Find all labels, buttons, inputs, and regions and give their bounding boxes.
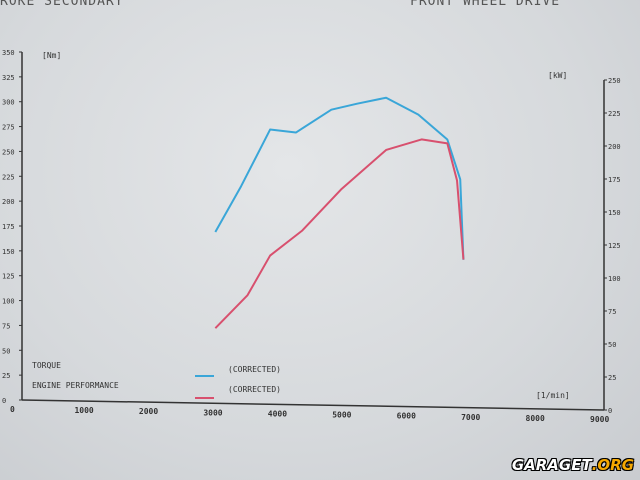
header-left: ROKE SECONDARY: [0, 0, 124, 9]
y-left-tick-label: 75: [2, 322, 10, 330]
x-tick-label: 8000: [526, 414, 545, 423]
x-tick-label: 5000: [332, 411, 351, 420]
y-left-tick-label: 175: [2, 223, 15, 231]
y-left-tick-label: 0: [2, 397, 6, 405]
legend-torque-label: TORQUE: [32, 361, 61, 370]
x-tick-label: 4000: [268, 409, 287, 418]
y-left-tick-label: 100: [2, 298, 15, 306]
y-right-tick-label: 25: [608, 374, 616, 382]
y-right-tick-label: 75: [608, 308, 616, 316]
y-left-tick-label: 275: [2, 124, 15, 132]
x-tick-label: 2000: [139, 407, 158, 416]
watermark-logo: GARAGET.ORG: [511, 456, 634, 474]
y-right-tick-label: 125: [608, 242, 621, 250]
y-left-tick-label: 250: [2, 148, 15, 156]
y-right-tick-label: 100: [608, 275, 621, 283]
y-right-label: [kW]: [548, 71, 567, 80]
y-left-tick-label: 200: [2, 198, 15, 206]
y-right-tick-label: 175: [608, 176, 621, 184]
y-left-tick-label: 50: [2, 347, 10, 355]
y-right-tick-label: 50: [608, 341, 616, 349]
legend-power-label: ENGINE PERFORMANCE: [32, 381, 119, 390]
y-left-tick-label: 325: [2, 74, 15, 82]
x-tick-label: 7000: [461, 413, 480, 422]
x-tick-label: 1000: [74, 406, 93, 415]
y-left-tick-label: 150: [2, 248, 15, 256]
x-tick-label: 9000: [590, 415, 609, 424]
y-right-tick-label: 250: [608, 77, 621, 85]
y-left-tick-label: 300: [2, 99, 15, 107]
x-tick-label: 3000: [203, 408, 222, 417]
x-axis: [21, 399, 605, 411]
y-left-label: [Nm]: [42, 51, 61, 60]
y-left-tick-label: 350: [2, 49, 15, 57]
x-label: [1/min]: [536, 391, 570, 400]
y-right-tick-label: 225: [608, 110, 621, 118]
y-left-tick-label: 125: [2, 273, 15, 281]
legend-torque-corrected: (CORRECTED): [228, 365, 281, 374]
x-tick-label: 0: [10, 405, 15, 414]
y-right-tick-label: 150: [608, 209, 621, 217]
header-right: FRONT WHEEL DRIVE: [410, 0, 561, 9]
x-tick-label: 6000: [397, 412, 416, 421]
y-right-tick-label: 0: [608, 407, 612, 415]
y-left-tick-label: 225: [2, 173, 15, 181]
y-left-tick-label: 25: [2, 372, 10, 380]
torque-line: [214, 96, 465, 260]
power-line: [214, 138, 465, 329]
legend-power-corrected: (CORRECTED): [228, 385, 281, 394]
y-right-tick-label: 200: [608, 143, 621, 151]
